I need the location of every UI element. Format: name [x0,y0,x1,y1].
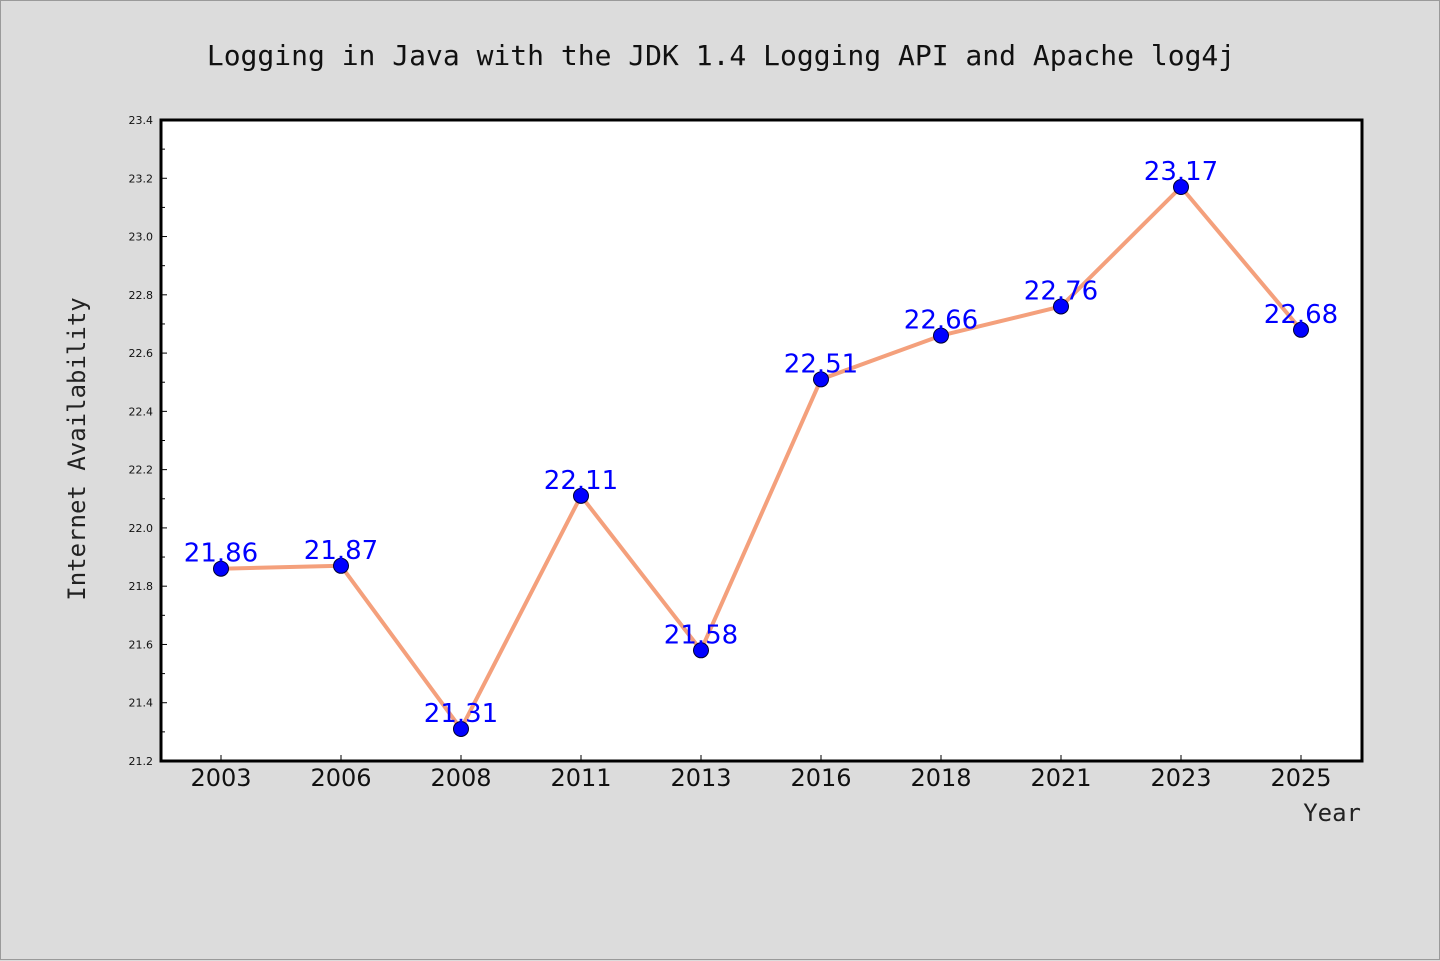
x-tick-label: 2016 [790,764,851,792]
series-line [220,185,1303,731]
y-tick-label: 23.4 [129,114,154,127]
x-tick-label: 2008 [430,764,491,792]
x-tick-label: 2018 [910,764,971,792]
data-label: 21.87 [304,536,378,566]
data-point [1053,298,1069,315]
y-tick-label: 23.0 [129,231,154,244]
data-point [933,327,949,344]
x-axis: 2003 2006 2008 2011 2013 2016 2018 2021 2023 2025 [190,755,1332,792]
y-tick-label: 22.6 [129,347,154,360]
data-point [693,642,709,659]
data-label: 23.17 [1144,157,1218,187]
y-tick-label: 21.8 [129,580,154,593]
data-label: 22.66 [904,306,978,336]
x-tick-label: 2023 [1150,764,1211,792]
data-point [1173,179,1189,196]
y-tick-label: 21.6 [129,638,154,651]
y-tick-label: 22.8 [129,289,154,302]
y-tick-label: 22.2 [129,464,154,477]
chart-title: Logging in Java with the JDK 1.4 Logging… [207,39,1235,72]
x-tick-label: 2003 [190,764,251,792]
x-tick-label: 2006 [310,764,371,792]
data-label: 22.76 [1024,276,1098,306]
x-tick-label: 2021 [1030,764,1091,792]
x-tick-label: 2011 [550,764,611,792]
y-tick-label: 22.0 [129,522,154,535]
y-tick-label: 21.4 [129,697,154,710]
data-label: 21.86 [184,539,258,569]
data-label: 21.58 [664,620,738,650]
data-label: 22.68 [1264,300,1338,330]
data-point [1293,321,1309,338]
data-labels: 21.86 21.87 21.31 22.11 21.58 22.51 22.66 22.76… [184,157,1338,729]
x-tick-label: 2025 [1270,764,1331,792]
y-axis-label: Internet Availability [63,297,91,600]
data-point [813,371,829,388]
y-axis: 21.2 21.4 21.6 21.8 22.0 22.2 22.4 22.6 22.8 23.0… [129,114,167,768]
data-label: 22.11 [544,466,618,496]
series-markers [213,179,1309,737]
data-label: 21.31 [424,699,498,729]
data-point [333,557,349,574]
x-axis-label: Year [1303,799,1361,827]
data-point [453,720,469,737]
x-tick-label: 2013 [670,764,731,792]
data-point [573,487,589,504]
data-label: 22.51 [784,349,858,379]
y-tick-label: 23.2 [129,172,154,185]
y-tick-label: 22.4 [129,405,154,418]
data-point [213,560,229,577]
plot-area [159,118,1364,763]
y-tick-label: 21.2 [129,755,154,768]
